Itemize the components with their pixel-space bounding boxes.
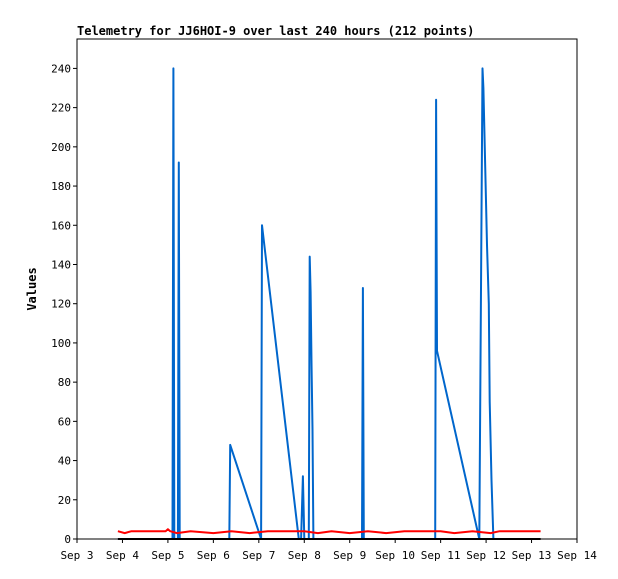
x-tick-label: Sep 4: [106, 549, 139, 562]
x-tick-label: Sep 13: [512, 549, 552, 562]
y-tick-label: 180: [51, 180, 71, 193]
y-tick-label: 80: [58, 376, 71, 389]
chart-title: Telemetry for JJ6HOI-9 over last 240 hou…: [77, 24, 474, 38]
x-tick-label: Sep 8: [288, 549, 321, 562]
x-tick-label: Sep 5: [151, 549, 184, 562]
x-tick-label: Sep 10: [375, 549, 415, 562]
y-axis: 0 20 40 60 80 100 120 140 160 180 200 220 240: [51, 62, 77, 546]
y-tick-label: 240: [51, 62, 71, 75]
x-tick-label: Sep 14: [557, 549, 597, 562]
x-axis: Sep 3 Sep 4 Sep 5 Sep 6 Sep 7 Sep 8 Sep 9 Sep 1…: [60, 539, 597, 562]
y-tick-label: 200: [51, 141, 71, 154]
x-tick-label: Sep 6: [197, 549, 230, 562]
y-tick-label: 40: [58, 455, 71, 468]
x-tick-label: Sep 7: [242, 549, 275, 562]
y-tick-label: 120: [51, 298, 71, 311]
y-tick-label: 140: [51, 258, 71, 271]
y-axis-label: Values: [25, 267, 39, 310]
y-tick-label: 100: [51, 337, 71, 350]
y-tick-label: 0: [64, 533, 71, 546]
y-tick-label: 220: [51, 102, 71, 115]
x-tick-label: Sep 11: [421, 549, 461, 562]
y-tick-label: 60: [58, 415, 71, 428]
y-tick-label: 20: [58, 494, 71, 507]
y-tick-label: 160: [51, 219, 71, 232]
plot-area-frame: [76, 38, 578, 540]
x-tick-label: Sep 12: [466, 549, 506, 562]
series-line-2: [117, 528, 541, 535]
x-tick-label: Sep 3: [60, 549, 93, 562]
x-tick-label: Sep 9: [333, 549, 366, 562]
series-layer: [117, 67, 541, 540]
